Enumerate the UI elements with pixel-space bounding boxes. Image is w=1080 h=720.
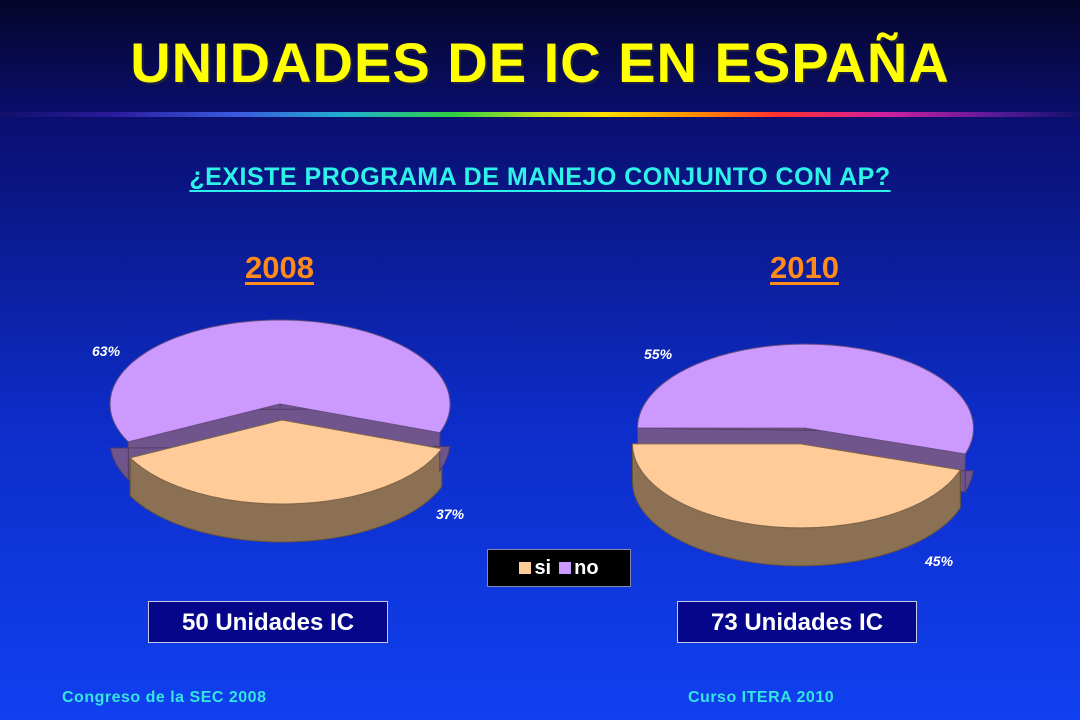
legend-item-no: no <box>559 556 599 580</box>
question-heading: ¿EXISTE PROGRAMA DE MANEJO CONJUNTO CON … <box>189 163 891 191</box>
pie-si-slice <box>129 419 443 505</box>
pie-2008-si-label: 37% <box>436 506 465 522</box>
rainbow-divider <box>0 112 1080 117</box>
year-2008-title: 2008 <box>245 250 314 285</box>
units-2010-box: 73 Unidades IC <box>677 601 917 643</box>
pie-no-slice <box>637 343 974 455</box>
pie-2008-no-label: 63% <box>92 343 121 359</box>
pie-2010-si-label: 45% <box>925 553 954 569</box>
pie-chart-2008 <box>109 319 451 543</box>
footer-right: Curso ITERA 2010 <box>688 689 835 706</box>
footer-left: Congreso de la SEC 2008 <box>62 689 267 706</box>
pie-no-slice <box>109 319 451 443</box>
pie-chart-2010 <box>631 343 974 567</box>
legend-swatch-si <box>519 562 532 574</box>
pie-2010-no-label: 55% <box>644 346 673 362</box>
year-2010-title: 2010 <box>770 250 839 285</box>
legend-label-no: no <box>574 556 599 579</box>
slide-title: UNIDADES DE IC EN ESPAÑA <box>130 31 950 94</box>
legend-label-si: si <box>534 556 552 579</box>
units-2008-box: 50 Unidades IC <box>148 601 388 643</box>
chart-legend: si no <box>487 549 631 587</box>
legend-swatch-no <box>559 562 572 574</box>
pie-si-slice <box>631 443 962 529</box>
legend-item-si: si <box>519 557 551 580</box>
